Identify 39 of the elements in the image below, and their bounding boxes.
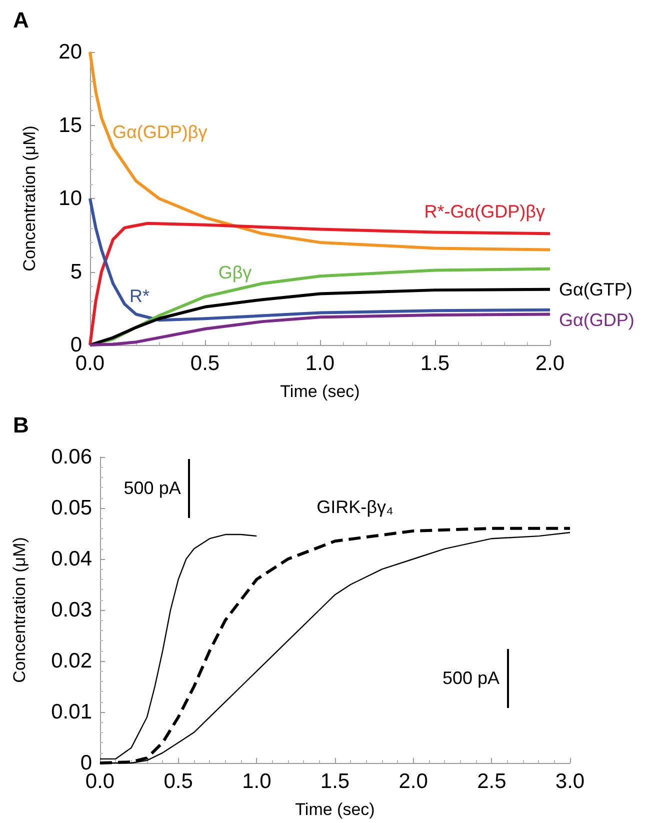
x-tick-label: 1.0 bbox=[305, 352, 335, 375]
line-series bbox=[88, 50, 552, 252]
x-tick-label: 1.5 bbox=[420, 352, 450, 375]
x-axis-title: Time (sec) bbox=[295, 800, 375, 819]
x-axis-title: Time (sec) bbox=[280, 382, 360, 401]
x-tick-label: 2.0 bbox=[535, 352, 565, 375]
y-tick-label: 0.06 bbox=[51, 446, 92, 468]
line-series bbox=[88, 197, 552, 322]
series-label: Gα(GDP) bbox=[559, 310, 634, 330]
x-tick-label: 2.5 bbox=[477, 770, 506, 793]
series-label: Gα(GDP)βγ bbox=[112, 122, 208, 142]
y-axis-title: Concentration (μM) bbox=[20, 126, 39, 272]
x-tick-label: 1.0 bbox=[242, 770, 272, 793]
series-label: R*-Gα(GDP)βγ bbox=[424, 202, 545, 222]
y-tick-label: 0.04 bbox=[51, 548, 92, 570]
annotation: 500 pA bbox=[124, 478, 181, 500]
y-tick-label: 10 bbox=[58, 187, 82, 210]
annotation: 500 pA bbox=[442, 668, 500, 689]
series-label: Gβγ bbox=[218, 262, 252, 283]
x-tick-label: 3.0 bbox=[555, 770, 585, 793]
series-label: R* bbox=[130, 286, 150, 306]
x-tick-label: 1.5 bbox=[320, 770, 350, 793]
y-tick-label: 5 bbox=[70, 260, 82, 284]
chart-title: A bbox=[13, 8, 29, 32]
y-tick-label: 20 bbox=[58, 40, 82, 64]
y-tick-label: 0.05 bbox=[51, 496, 92, 520]
series-label: GIRK-βγ₄ bbox=[316, 497, 394, 518]
series-label: Gα(GTP) bbox=[559, 279, 632, 300]
y-axis-title: Concentration (μM) bbox=[10, 537, 29, 683]
scale-bar-with-label: 500 pA bbox=[442, 648, 510, 708]
x-tick-label: 0.5 bbox=[164, 770, 193, 793]
chart-title: B bbox=[13, 412, 29, 438]
scale-bar-with-label: 500 pA bbox=[124, 458, 191, 518]
y-tick-label: 0.03 bbox=[51, 598, 92, 622]
y-tick-label: 15 bbox=[58, 114, 82, 137]
y-tick-label: 0.01 bbox=[51, 700, 92, 724]
x-tick-label: 2.0 bbox=[398, 770, 428, 793]
x-tick-label: 0.5 bbox=[190, 352, 220, 375]
y-tick-label: 0.02 bbox=[51, 650, 92, 672]
